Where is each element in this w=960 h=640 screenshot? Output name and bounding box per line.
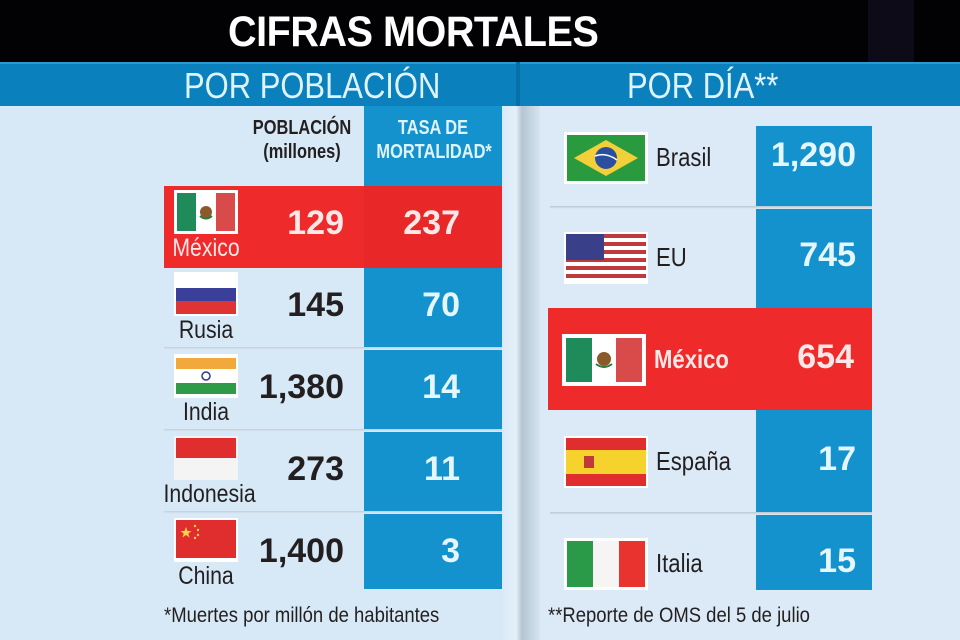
population-column-header: POBLACIÓN (millones) — [252, 117, 352, 163]
country-name: España — [656, 446, 731, 476]
mortality-rate-value: 237 — [403, 204, 460, 242]
italy-flag-icon — [564, 538, 648, 590]
country-name: México — [654, 344, 729, 374]
india-flag-icon — [174, 354, 238, 398]
daily-deaths-value: 17 — [818, 440, 856, 478]
mortality-rate-value: 3 — [441, 532, 460, 570]
table-row-russia: Rusia 145 70 — [164, 268, 502, 350]
population-value: 145 — [287, 286, 344, 324]
left-footnote: *Muertes por millón de habitantes — [164, 604, 440, 627]
country-name: EU — [656, 242, 687, 272]
table-row-italia: Italia 15 — [550, 512, 872, 592]
table-row-brasil: Brasil 1,290 — [550, 106, 872, 208]
right-section-title: POR DÍA** — [627, 65, 779, 106]
country-name: India — [182, 398, 230, 426]
mortality-rate-value: 70 — [422, 286, 460, 324]
mortality-rate-value: 14 — [422, 368, 460, 406]
decorative-block — [868, 0, 914, 62]
population-value: 1,400 — [258, 532, 344, 570]
indonesia-flag-icon — [174, 436, 238, 480]
daily-deaths-value: 745 — [799, 236, 856, 274]
country-name: Brasil — [656, 142, 712, 172]
brazil-flag-icon — [564, 132, 648, 184]
country-name: Italia — [656, 548, 703, 578]
table-row-india: India 1,380 14 — [164, 350, 502, 432]
country-name: Rusia — [178, 316, 234, 344]
table-row-eu: EU 745 — [550, 206, 872, 308]
china-flag-icon — [174, 518, 238, 562]
header-divider — [516, 62, 520, 106]
title-bar: CIFRAS MORTALES — [0, 0, 960, 62]
table-row-indonesia: Indonesia 273 11 — [164, 432, 502, 514]
mortality-rate-column-header: TASA DE MORTALIDAD* — [376, 117, 492, 163]
table-row-mexico-daily: México 654 — [548, 308, 872, 410]
usa-flag-icon — [564, 232, 648, 284]
daily-deaths-value: 1,290 — [770, 136, 856, 174]
mexico-flag-icon — [562, 334, 646, 386]
population-value: 1,380 — [258, 368, 344, 406]
country-name: México — [172, 234, 240, 262]
right-footnote: **Reporte de OMS del 5 de julio — [548, 604, 810, 627]
population-value: 273 — [287, 450, 344, 488]
mortality-rate-value: 11 — [424, 450, 460, 488]
table-row-mexico: México 129 237 — [164, 186, 502, 268]
panel-divider — [500, 106, 540, 640]
left-section-title: POR POBLACIÓN — [184, 65, 441, 106]
daily-deaths-value: 654 — [797, 338, 854, 376]
russia-flag-icon — [174, 272, 238, 316]
country-name: China — [178, 562, 234, 590]
mexico-flag-icon — [174, 190, 238, 234]
page-title: CIFRAS MORTALES — [228, 8, 599, 56]
table-row-china: China 1,400 3 — [164, 514, 502, 592]
daily-deaths-value: 15 — [818, 542, 856, 580]
spain-flag-icon — [564, 436, 648, 488]
population-value: 129 — [287, 204, 344, 242]
table-row-espana: España 17 — [550, 410, 872, 512]
country-name: Indonesia — [163, 480, 256, 508]
section-header-bar: POR POBLACIÓN POR DÍA** — [0, 62, 960, 106]
